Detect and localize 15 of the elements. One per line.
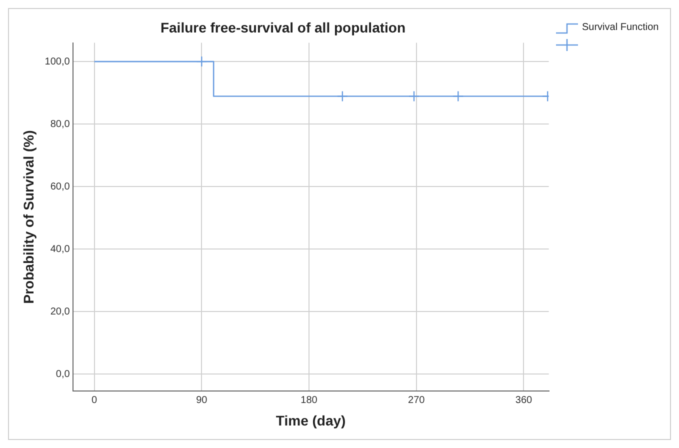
legend-label: Survival Function: [582, 22, 659, 33]
y-tick-label: 20,0: [50, 306, 70, 318]
y-tick-label: 40,0: [50, 244, 70, 255]
y-tick-label: 80,0: [50, 118, 70, 130]
x-tick-label: 0: [92, 394, 98, 406]
y-axis-title: Probability of Survival (%): [20, 130, 36, 304]
x-tick-label: 360: [515, 394, 533, 406]
y-tick-label: 60,0: [50, 181, 70, 192]
y-tick-label: 0,0: [56, 368, 70, 380]
x-tick-label: 270: [408, 394, 426, 406]
x-tick-label: 90: [196, 394, 208, 406]
chart-title: Failure free-survival of all population: [160, 19, 406, 36]
x-axis-title: Time (day): [276, 412, 346, 428]
x-tick-label: 180: [300, 394, 318, 406]
y-tick-label: 100,0: [44, 56, 70, 68]
